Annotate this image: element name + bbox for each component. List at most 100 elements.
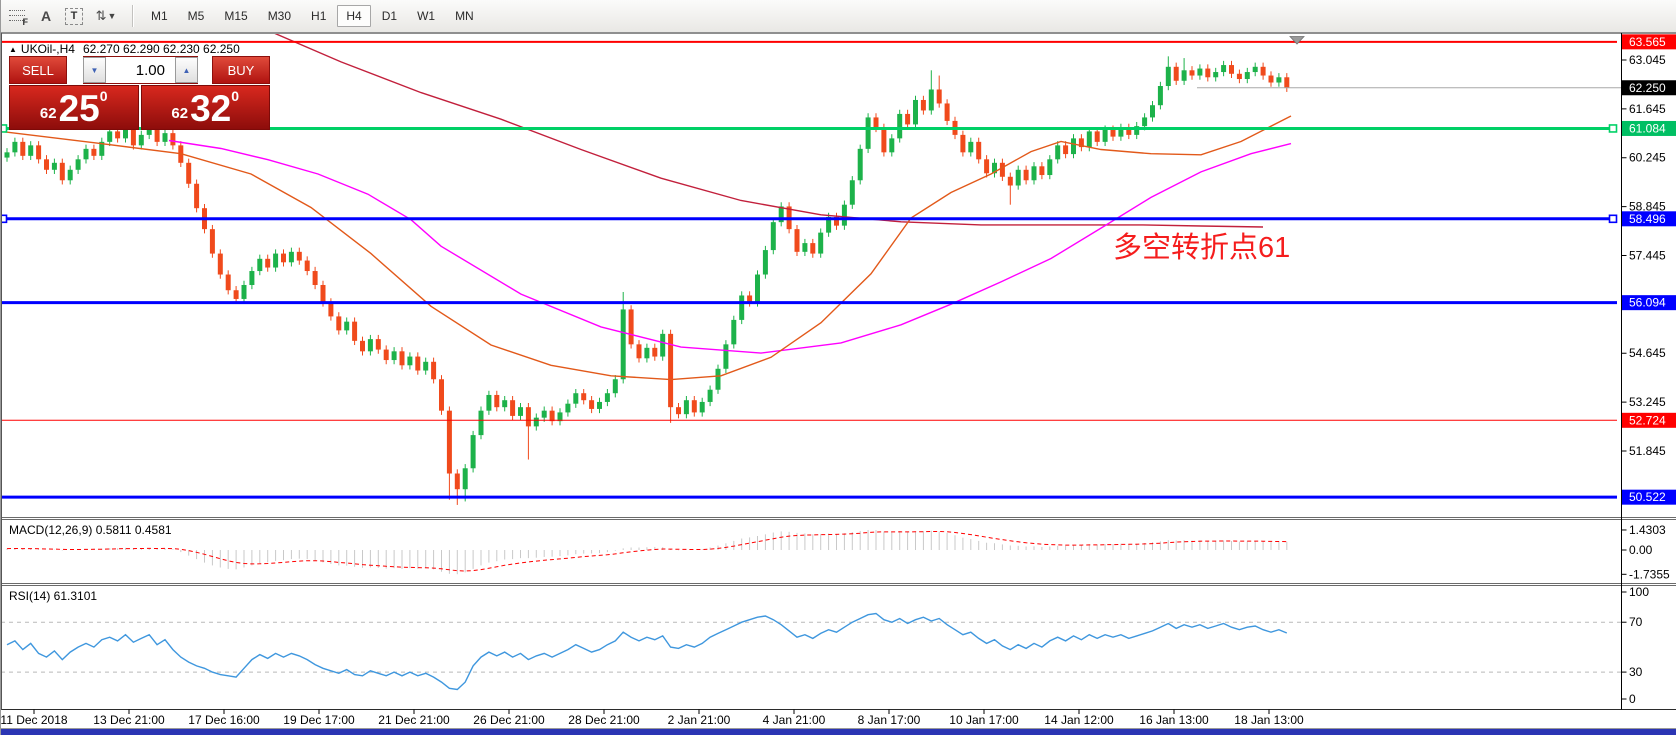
line-drag-handle[interactable] (1608, 124, 1618, 133)
volume-spinner: ▼ 1.00 ▲ (83, 56, 198, 84)
candle-body (984, 159, 990, 174)
candle-body (1126, 127, 1132, 135)
candle-body (1157, 86, 1163, 106)
chart-area[interactable]: 63.045 61.645 60.245 58.845 57.445 54.645 53.2… (1, 33, 1676, 735)
candle-body (130, 127, 136, 146)
axis-tick-label: 100 (1629, 585, 1649, 599)
time-axis-label: 8 Jan 17:00 (858, 713, 921, 727)
candle-body (154, 126, 160, 142)
candle-body (1047, 159, 1053, 176)
candle-body (399, 351, 405, 366)
candle-body (407, 356, 413, 366)
candle-body (960, 134, 966, 153)
timeframe-button-m5[interactable]: M5 (187, 9, 205, 23)
price-badge (1622, 34, 1676, 50)
chart-title: ▲ UKOil-,H4 62.270 62.290 62.230 62.250 (9, 42, 240, 56)
buy-price-button[interactable]: 62 32 0 (140, 85, 270, 130)
candle-body (715, 368, 721, 390)
candle-body (1007, 176, 1013, 186)
text-icon[interactable]: A (40, 8, 52, 24)
axis-tick-label: -1.7355 (1629, 567, 1670, 581)
price-badge-label: 63.565 (1629, 35, 1666, 49)
candle-body (20, 141, 26, 156)
volume-increase-button[interactable]: ▲ (175, 57, 198, 83)
candle-body (28, 145, 34, 156)
candle-body (723, 344, 729, 369)
candle-body (581, 393, 587, 401)
timeframe-button-m15[interactable]: M15 (224, 9, 248, 23)
axis-tick-label: 0.00 (1629, 543, 1653, 557)
candle-body (920, 99, 926, 111)
volume-decrease-button[interactable]: ▼ (83, 57, 106, 83)
candle-body (265, 258, 271, 268)
text-label-icon[interactable]: T (61, 4, 87, 28)
candle-body (889, 138, 895, 153)
candle-body (233, 290, 239, 299)
chart-text-annotation[interactable]: 多空转折点61 (1113, 232, 1291, 264)
price-chart-canvas[interactable]: 63.045 61.645 60.245 58.845 57.445 54.645 53.2… (1, 33, 1676, 735)
rsi-pane (1, 612, 1621, 691)
volume-input[interactable]: 1.00 (135, 61, 165, 79)
timeframe-button-mn[interactable]: MN (455, 9, 474, 23)
line-drag-handle[interactable] (1608, 214, 1618, 224)
candle-body (731, 319, 737, 345)
candle-body (75, 159, 81, 170)
collapse-triangle-icon[interactable]: ▲ (9, 45, 17, 54)
symbol-period-label: UKOil-,H4 (20, 42, 75, 56)
candle-body (999, 162, 1005, 177)
candle-body (968, 141, 974, 153)
candle-body (936, 89, 942, 104)
candle-body (375, 339, 381, 350)
time-axis-label: 16 Jan 13:00 (1139, 713, 1209, 727)
price-badge (1622, 211, 1676, 227)
candle-body (668, 333, 674, 408)
fibonacci-grid-icon[interactable]: F (5, 4, 31, 28)
timeframe-button-d1[interactable]: D1 (381, 9, 398, 23)
sell-button[interactable]: SELL (9, 56, 67, 84)
timeframe-bar: M1 M5 M15 M30 H1 H4 D1 W1 MN (141, 5, 484, 27)
candle-body (44, 159, 49, 170)
timeframe-button-m1[interactable]: M1 (151, 9, 168, 23)
candle-body (1229, 65, 1234, 74)
candle-body (83, 148, 89, 160)
sell-price-pips: 25 (58, 88, 100, 129)
rsi-line (6, 612, 1288, 691)
line-drag-handle[interactable] (1, 124, 8, 133)
candle-body (1236, 73, 1242, 80)
timeframe-button-w1[interactable]: W1 (417, 9, 436, 23)
candle-body (439, 379, 444, 411)
candle-body (123, 127, 128, 139)
candle-body (826, 216, 832, 233)
timeframe-button-h4[interactable]: H4 (337, 5, 371, 27)
candle-body (873, 117, 879, 128)
timeframe-button-m30[interactable]: M30 (267, 9, 292, 23)
sell-price-button[interactable]: 62 25 0 (9, 85, 139, 130)
rsi-indicator-label: RSI(14) 61.3101 (9, 589, 98, 603)
candle-body (589, 400, 595, 409)
top-toolbar: F A T ⇅ ▼ M1 M5 M15 M30 H1 H4 D1 W1 MN (1, 0, 1676, 33)
candle-body (865, 117, 871, 149)
candle-body (383, 349, 389, 361)
price-badge-label: 56.094 (1629, 296, 1666, 310)
candle-body (612, 379, 618, 394)
candle-body (470, 435, 476, 469)
time-axis-label: 4 Jan 21:00 (763, 713, 826, 727)
arrange-windows-icon[interactable]: ⇅ ▼ (95, 8, 117, 23)
candle-body (549, 410, 555, 422)
time-axis-label: 28 Dec 21:00 (568, 713, 640, 727)
candle-body (138, 134, 144, 146)
candle-body (897, 113, 903, 139)
buy-button[interactable]: BUY (212, 56, 270, 84)
slow-ma-line (274, 34, 1264, 228)
candle-body (1173, 66, 1179, 81)
line-drag-handle[interactable] (1, 214, 8, 224)
time-axis-label: 2 Jan 21:00 (668, 713, 731, 727)
timeframe-button-h1[interactable]: H1 (311, 9, 327, 23)
candle-body (849, 180, 855, 205)
candle-body (107, 131, 113, 142)
time-axis-label: 19 Dec 17:00 (283, 713, 355, 727)
line-marker-icon (1289, 36, 1305, 45)
candle-body (1118, 127, 1124, 137)
time-axis-label: 13 Dec 21:00 (93, 713, 165, 727)
candle-body (67, 169, 73, 181)
